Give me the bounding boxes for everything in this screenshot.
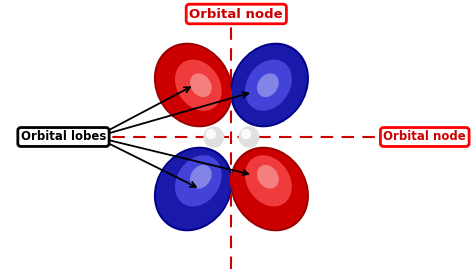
- Ellipse shape: [154, 147, 233, 231]
- Circle shape: [239, 127, 259, 147]
- FancyArrowPatch shape: [99, 92, 248, 136]
- Ellipse shape: [245, 155, 292, 207]
- Ellipse shape: [156, 45, 231, 125]
- Circle shape: [204, 127, 224, 147]
- Ellipse shape: [190, 165, 212, 189]
- Ellipse shape: [245, 59, 292, 111]
- Ellipse shape: [154, 43, 233, 127]
- Ellipse shape: [230, 147, 309, 231]
- Text: Orbital node: Orbital node: [190, 7, 283, 21]
- Ellipse shape: [230, 43, 309, 127]
- FancyArrowPatch shape: [98, 138, 196, 187]
- Ellipse shape: [175, 59, 222, 111]
- FancyArrowPatch shape: [98, 87, 190, 136]
- Ellipse shape: [257, 73, 279, 97]
- Circle shape: [207, 130, 215, 138]
- FancyArrowPatch shape: [99, 138, 248, 175]
- Text: Orbital node: Orbital node: [383, 130, 466, 144]
- Ellipse shape: [156, 149, 231, 229]
- Ellipse shape: [175, 155, 222, 207]
- Circle shape: [242, 130, 250, 138]
- Text: Orbital lobes: Orbital lobes: [21, 130, 106, 144]
- Ellipse shape: [190, 73, 212, 97]
- Ellipse shape: [257, 165, 279, 189]
- Ellipse shape: [232, 45, 307, 125]
- Ellipse shape: [232, 149, 307, 229]
